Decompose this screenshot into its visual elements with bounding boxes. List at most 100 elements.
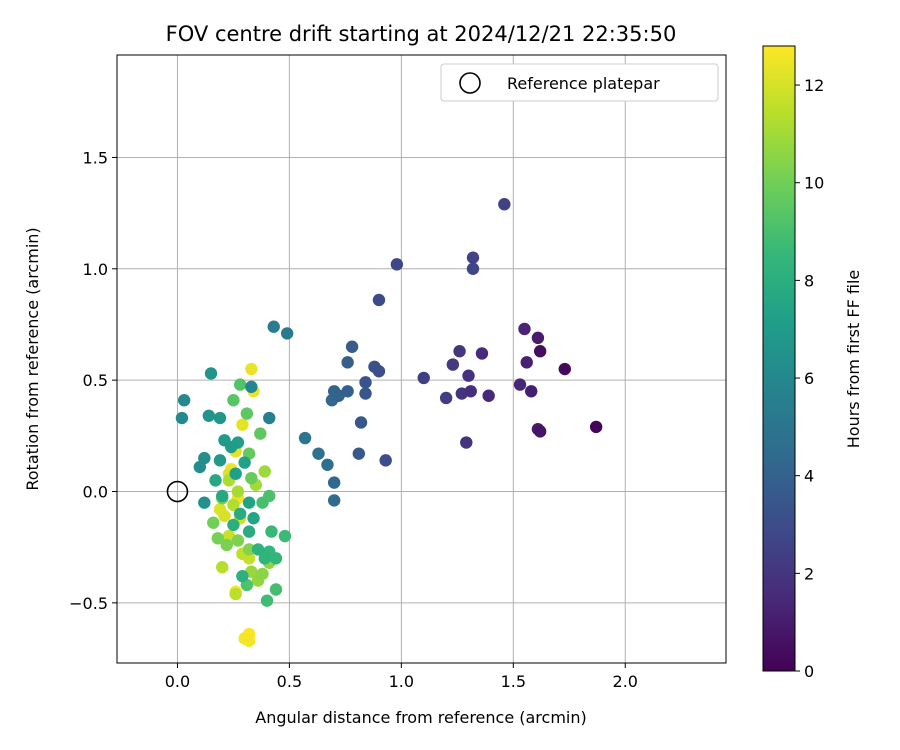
scatter-point: [379, 454, 392, 467]
scatter-point: [533, 425, 547, 438]
scatter-point: [227, 518, 240, 532]
scatter-point: [216, 489, 229, 503]
x-tick-label: 1.0: [389, 672, 414, 691]
y-tick-label: −0.5: [69, 594, 108, 613]
scatter-point: [236, 418, 249, 431]
scatter-point: [213, 454, 227, 467]
scatter-point: [525, 385, 538, 398]
scatter-point: [446, 358, 460, 371]
scatter-point: [312, 447, 325, 460]
scatter-point: [558, 362, 571, 376]
scatter-point: [321, 458, 334, 471]
colorbar-label: Hours from first FF file: [844, 270, 863, 449]
colorbar-tick-label: 0: [804, 662, 814, 681]
scatter-point: [372, 293, 386, 307]
y-tick-label: 0.5: [83, 371, 108, 390]
scatter-point: [258, 465, 271, 478]
scatter-point: [233, 378, 247, 391]
scatter-point: [175, 411, 189, 425]
colorbar-tick-label: 8: [804, 271, 814, 290]
colorbar-ticks: 0 2 4 6 8 10 12: [795, 76, 824, 681]
scatter-point: [233, 507, 247, 520]
scatter-point: [204, 367, 218, 380]
scatter-point: [240, 407, 254, 420]
scatter-point: [533, 345, 547, 358]
scatter-point: [258, 552, 271, 565]
scatter-point: [269, 583, 283, 596]
scatter-point: [247, 512, 260, 525]
y-tick-label: 0.0: [83, 483, 108, 502]
legend-box: [440, 63, 719, 102]
scatter-point: [193, 460, 207, 474]
scatter-point: [352, 447, 366, 460]
scatter-point: [466, 262, 480, 276]
scatter-point: [267, 320, 280, 333]
scatter-point: [218, 509, 231, 523]
scatter-point: [589, 420, 603, 434]
scatter-point: [256, 496, 269, 509]
scatter-point: [354, 416, 368, 429]
x-tick-label: 2.0: [613, 672, 638, 691]
scatter-point: [359, 387, 372, 400]
scatter-point: [198, 496, 211, 509]
scatter-point: [220, 538, 233, 552]
scatter-point: [460, 436, 473, 449]
colorbar-tick-label: 4: [804, 467, 814, 486]
legend-marker-icon: [459, 72, 481, 94]
plot-frame: [116, 54, 727, 664]
scatter-point: [298, 431, 312, 445]
scatter-point: [439, 391, 453, 405]
y-tick-label: 1.0: [83, 260, 108, 279]
scatter-point: [207, 516, 220, 529]
scatter-point: [202, 409, 215, 422]
x-tick-label: 0.0: [165, 672, 190, 691]
scatter-point: [341, 385, 354, 398]
scatter-point: [327, 494, 341, 507]
scatter-point: [263, 411, 276, 425]
scatter-point: [265, 525, 278, 538]
legend-entry-label: Reference platepar: [507, 74, 660, 93]
scatter-point: [231, 485, 245, 498]
scatter-point: [254, 427, 267, 440]
scatter-point: [462, 369, 475, 382]
scatter-point: [229, 587, 242, 601]
scatter-point: [498, 198, 511, 211]
scatter-point: [238, 456, 251, 469]
scatter-point: [227, 498, 240, 512]
colorbar-tick-label: 12: [804, 76, 824, 95]
scatter-point: [482, 389, 495, 402]
scatter-point: [475, 347, 489, 360]
scatter-point: [245, 471, 258, 485]
scatter-point: [242, 634, 256, 647]
scatter-point: [327, 476, 341, 489]
scatter-point: [466, 251, 480, 264]
scatter-point: [211, 532, 224, 545]
scatter-point: [359, 376, 372, 389]
x-tick-label: 0.5: [277, 672, 302, 691]
scatter-point: [231, 534, 245, 547]
scatter-point: [236, 569, 249, 583]
scatter-point: [242, 543, 256, 556]
colorbar-tick-label: 6: [804, 369, 814, 388]
scatter-point: [453, 345, 466, 358]
scatter-point: [216, 561, 229, 574]
scatter-point: [372, 365, 386, 378]
scatter-point: [242, 525, 256, 538]
colorbar-gradient: [762, 45, 796, 672]
scatter-point: [260, 594, 274, 607]
scatter-point: [531, 331, 545, 345]
scatter-point: [256, 567, 269, 581]
chart-title: FOV centre drift starting at 2024/12/21 …: [166, 22, 677, 46]
scatter-point: [245, 362, 258, 376]
x-tick-label: 1.5: [501, 672, 526, 691]
scatter-point: [209, 474, 222, 487]
scatter-point: [278, 529, 292, 543]
legend: Reference platepar: [440, 63, 719, 102]
scatter-point: [280, 327, 294, 340]
scatter-point: [177, 394, 191, 407]
x-axis-ticks: 0.0 0.5 1.0 1.5 2.0: [165, 663, 638, 691]
scatter-point: [345, 340, 359, 353]
scatter-point: [218, 434, 231, 447]
y-tick-label: 1.5: [83, 148, 108, 167]
